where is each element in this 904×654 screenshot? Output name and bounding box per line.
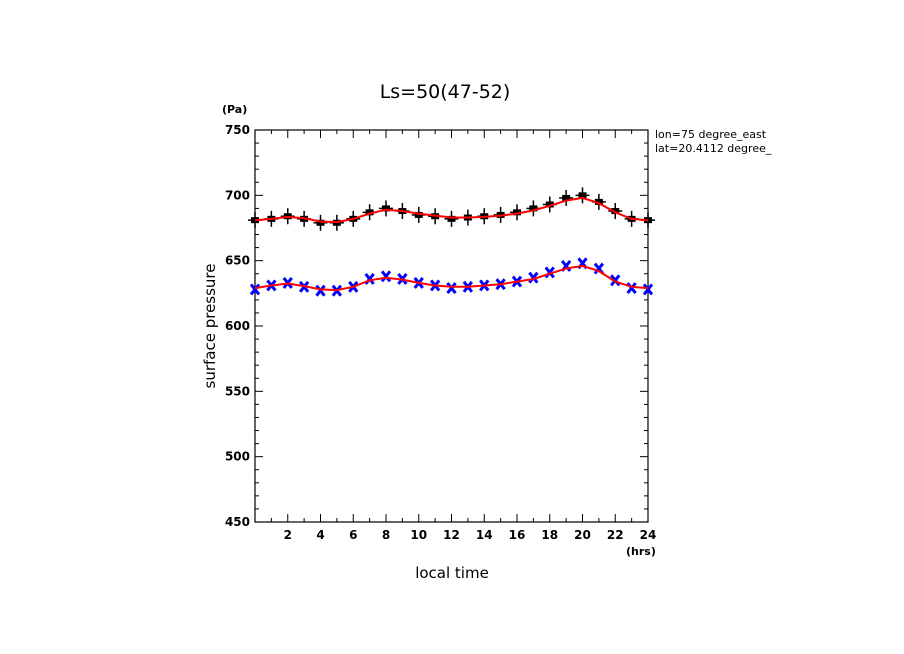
x-tick-labels: 2 4 6 8 10 12 14 16 18 20 22 24 [284,528,657,542]
x-tick-label: 14 [476,528,493,542]
x-tick-label: 12 [443,528,460,542]
data-point [444,210,459,227]
data-point [544,266,555,279]
point-x-stroke [544,266,555,279]
point-x-stroke [610,274,621,287]
x-tick-label: 18 [541,528,558,542]
series-observations-black [248,187,655,231]
data-point [315,284,326,297]
x-tick-label: 16 [509,528,526,542]
fit-line [254,264,649,292]
series-observations-blue [249,257,654,297]
ticks-layer [254,129,649,523]
data-point [610,274,621,287]
data-point [608,203,623,220]
x-tick-label: 20 [574,528,591,542]
point-x-stroke [626,282,637,295]
x-unit-label: (hrs) [626,545,656,558]
point-x-stroke [249,283,261,296]
point-x-stroke [315,284,326,297]
x-tick-label: 2 [284,528,292,542]
point-x-stroke [528,271,539,284]
x-tick-label: 6 [349,528,357,542]
data-point [380,270,392,283]
y-tick-label: 700 [225,188,250,202]
x-axis-title: local time [415,564,489,582]
series-fit-lower [254,264,649,292]
y-tick-label: 550 [225,384,250,398]
data-point [626,282,637,295]
data-point [313,214,328,231]
y-tick-labels: 450 500 550 600 650 700 750 [225,123,250,529]
point-x-stroke [446,282,457,295]
x-tick-label: 22 [607,528,624,542]
y-tick-label: 750 [225,123,250,137]
series-layer [248,187,655,297]
y-tick-label: 650 [225,254,250,268]
data-point [249,283,261,296]
data-point [559,189,574,206]
data-point [575,187,590,204]
plot-frame [254,129,649,523]
y-axis-title: surface pressure [201,264,219,389]
x-tick-label: 10 [410,528,427,542]
data-point [379,200,393,217]
x-tick-label: 8 [382,528,390,542]
y-tick-label: 450 [225,515,250,529]
lon-annotation: lon=75 degree_east [655,128,767,141]
y-tick-label: 500 [225,450,250,464]
series-fit-upper [254,196,649,224]
data-point [642,283,654,296]
data-point [528,271,539,284]
x-tick-label: 4 [316,528,324,542]
y-unit-label: (Pa) [222,103,247,116]
fit-line [254,196,649,224]
chart-title: Ls=50(47-52) [380,81,511,103]
lat-annotation: lat=20.4112 degree_ [655,142,772,155]
point-x-stroke [380,270,392,283]
point-x-stroke [593,262,605,275]
point-x-stroke [642,283,654,296]
data-point [446,282,457,295]
x-tick-label: 24 [640,528,657,542]
y-tick-label: 600 [225,319,250,333]
